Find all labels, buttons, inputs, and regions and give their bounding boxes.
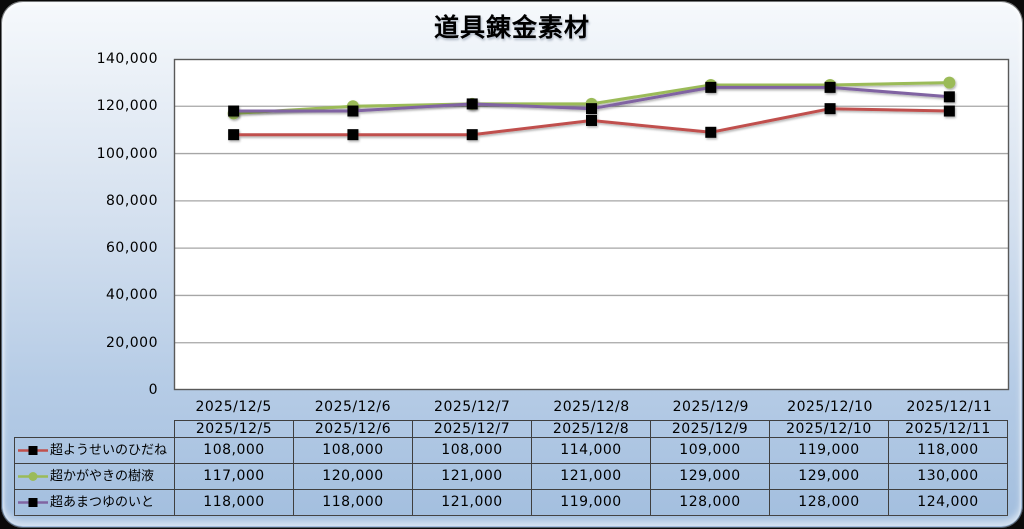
legend-cell: 超ようせいのひだね xyxy=(14,437,175,464)
x-tick-label: 2025/12/7 xyxy=(434,399,511,415)
table-header-cell: 2025/12/6 xyxy=(293,420,413,438)
x-tick-label: 2025/12/6 xyxy=(314,399,392,415)
value-cell: 121,000 xyxy=(531,463,651,490)
value-cell: 118,000 xyxy=(174,489,294,516)
series-name: 超ようせいのひだね xyxy=(50,443,168,458)
value-cell: 108,000 xyxy=(412,437,532,464)
x-tick-label: 2025/12/8 xyxy=(553,399,630,415)
y-tick-label: 40,000 xyxy=(106,287,158,304)
value-cell: 108,000 xyxy=(174,437,294,464)
y-tick-label: 140,000 xyxy=(96,51,158,67)
table-corner-cell xyxy=(14,420,175,438)
y-tick-label: 20,000 xyxy=(106,334,158,351)
table-row: 超かがやきの樹液 117,000 120,000 121,000 121,000 129,… xyxy=(14,463,1008,490)
value-cell: 118,000 xyxy=(888,437,1008,464)
legend-key-icon xyxy=(18,472,48,481)
plot-area xyxy=(173,58,1010,391)
y-tick-label: 80,000 xyxy=(106,192,158,209)
legend-key-icon xyxy=(18,498,48,507)
y-tick-label: 100,000 xyxy=(96,145,158,162)
series-name: 超あまつゆのいと xyxy=(50,495,155,510)
value-cell: 119,000 xyxy=(531,489,651,516)
value-cell: 108,000 xyxy=(293,437,413,464)
value-cell: 119,000 xyxy=(769,437,889,464)
value-cell: 128,000 xyxy=(769,489,889,516)
y-tick-label: 60,000 xyxy=(106,240,158,257)
table-header-cell: 2025/12/10 xyxy=(769,420,889,438)
table-row: 超あまつゆのいと 118,000 118,000 121,000 119,000 128,… xyxy=(14,489,1008,516)
table-header-cell: 2025/12/8 xyxy=(531,420,651,438)
value-cell: 124,000 xyxy=(888,489,1008,516)
table-header-cell: 2025/12/9 xyxy=(650,420,770,438)
y-tick-label: 0 xyxy=(148,382,158,398)
value-cell: 109,000 xyxy=(650,437,770,464)
x-tick-label: 2025/12/11 xyxy=(906,399,993,415)
legend-cell: 超かがやきの樹液 xyxy=(14,463,175,490)
series-name: 超かがやきの樹液 xyxy=(50,469,155,484)
table-header-cell: 2025/12/5 xyxy=(174,420,294,438)
table-row: 超ようせいのひだね 108,000 108,000 108,000 114,000 109… xyxy=(14,437,1008,464)
series-0 xyxy=(228,103,955,141)
y-tick-label: 120,000 xyxy=(96,98,158,115)
data-table: 2025/12/5 2025/12/6 2025/12/7 2025/12/8 2025… xyxy=(14,420,1008,516)
table-header-cell: 2025/12/7 xyxy=(412,420,532,438)
chart-title: 道具錬金素材 xyxy=(433,13,590,42)
x-tick-label: 2025/12/5 xyxy=(195,399,272,415)
value-cell: 121,000 xyxy=(412,489,532,516)
value-cell: 129,000 xyxy=(769,463,889,490)
legend-key-icon xyxy=(18,446,48,455)
value-cell: 128,000 xyxy=(650,489,770,516)
table-header-row: 2025/12/5 2025/12/6 2025/12/7 2025/12/8 2025… xyxy=(14,420,1008,438)
legend-cell: 超あまつゆのいと xyxy=(14,489,175,516)
x-tick-label: 2025/12/10 xyxy=(787,399,873,415)
value-cell: 130,000 xyxy=(888,463,1008,490)
value-cell: 117,000 xyxy=(174,463,294,490)
value-cell: 120,000 xyxy=(293,463,413,490)
line-chart-svg xyxy=(173,58,1010,391)
value-cell: 129,000 xyxy=(650,463,770,490)
value-cell: 121,000 xyxy=(412,463,532,490)
series-2 xyxy=(228,81,955,117)
value-cell: 114,000 xyxy=(531,437,651,464)
value-cell: 118,000 xyxy=(293,489,413,516)
x-tick-label: 2025/12/9 xyxy=(672,399,749,415)
table-header-cell: 2025/12/11 xyxy=(888,420,1008,438)
